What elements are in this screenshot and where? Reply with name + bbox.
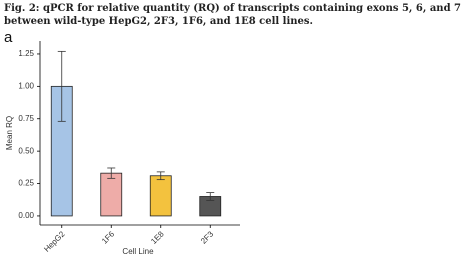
- y-tick-label: 0.50: [18, 146, 34, 155]
- x-tick-label: 2F3: [199, 229, 216, 246]
- y-tick-label: 1.00: [18, 81, 34, 90]
- y-tick-label: 0.25: [18, 179, 34, 188]
- panel-label: a: [4, 29, 13, 46]
- y-axis-label: Mean RQ: [5, 116, 14, 150]
- x-tick-label: HepG2: [42, 229, 67, 254]
- x-tick-label: 1E8: [149, 229, 166, 246]
- bar: [100, 172, 123, 217]
- caption: Fig. 2: qPCR for relative quantity (RQ) …: [4, 3, 461, 27]
- bar: [149, 175, 172, 217]
- y-tick-label: 0.75: [18, 114, 34, 123]
- y-tick-label: 0.00: [18, 211, 34, 220]
- x-axis-label: Cell Line: [122, 247, 154, 256]
- x-tick-label: 1F6: [100, 229, 117, 246]
- y-tick-label: 1.25: [18, 49, 34, 58]
